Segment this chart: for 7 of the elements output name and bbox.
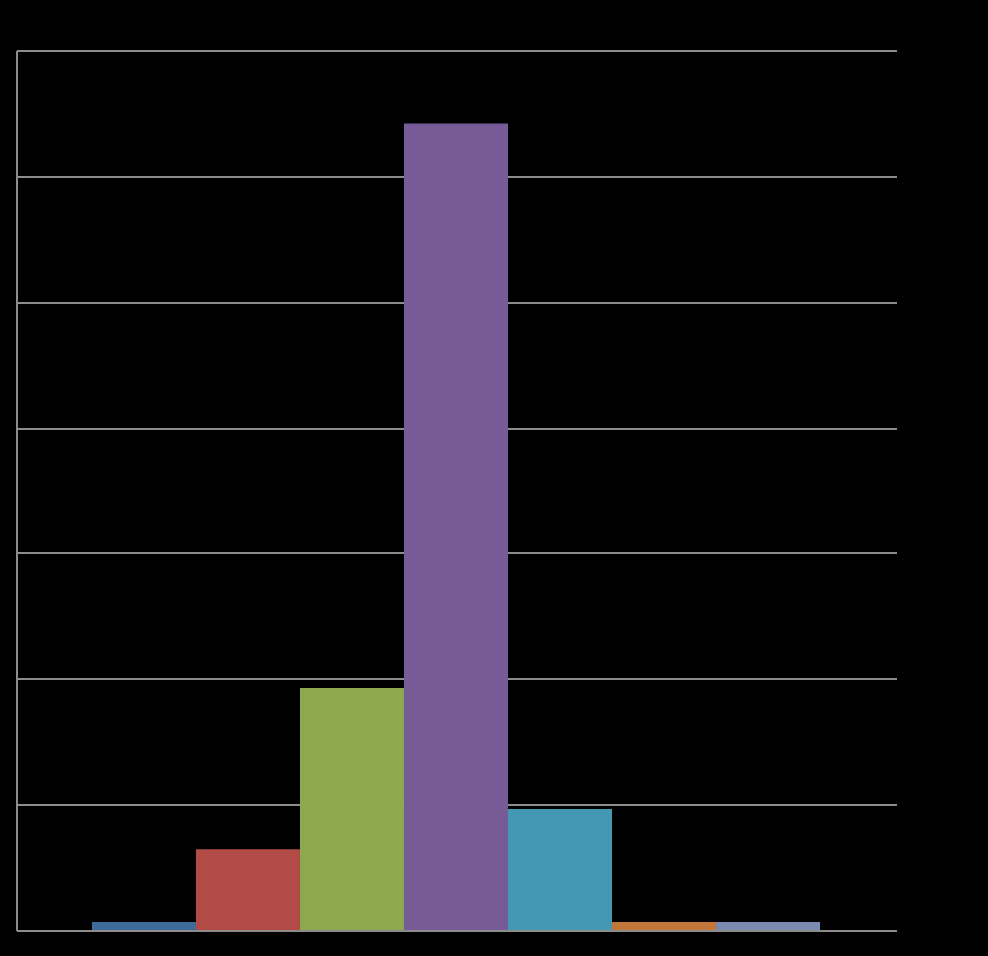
bar <box>299 688 404 930</box>
bar <box>508 809 613 930</box>
bar <box>716 921 821 930</box>
bar <box>612 921 717 930</box>
bar <box>195 849 300 930</box>
bar <box>91 921 196 930</box>
bar <box>403 123 509 930</box>
